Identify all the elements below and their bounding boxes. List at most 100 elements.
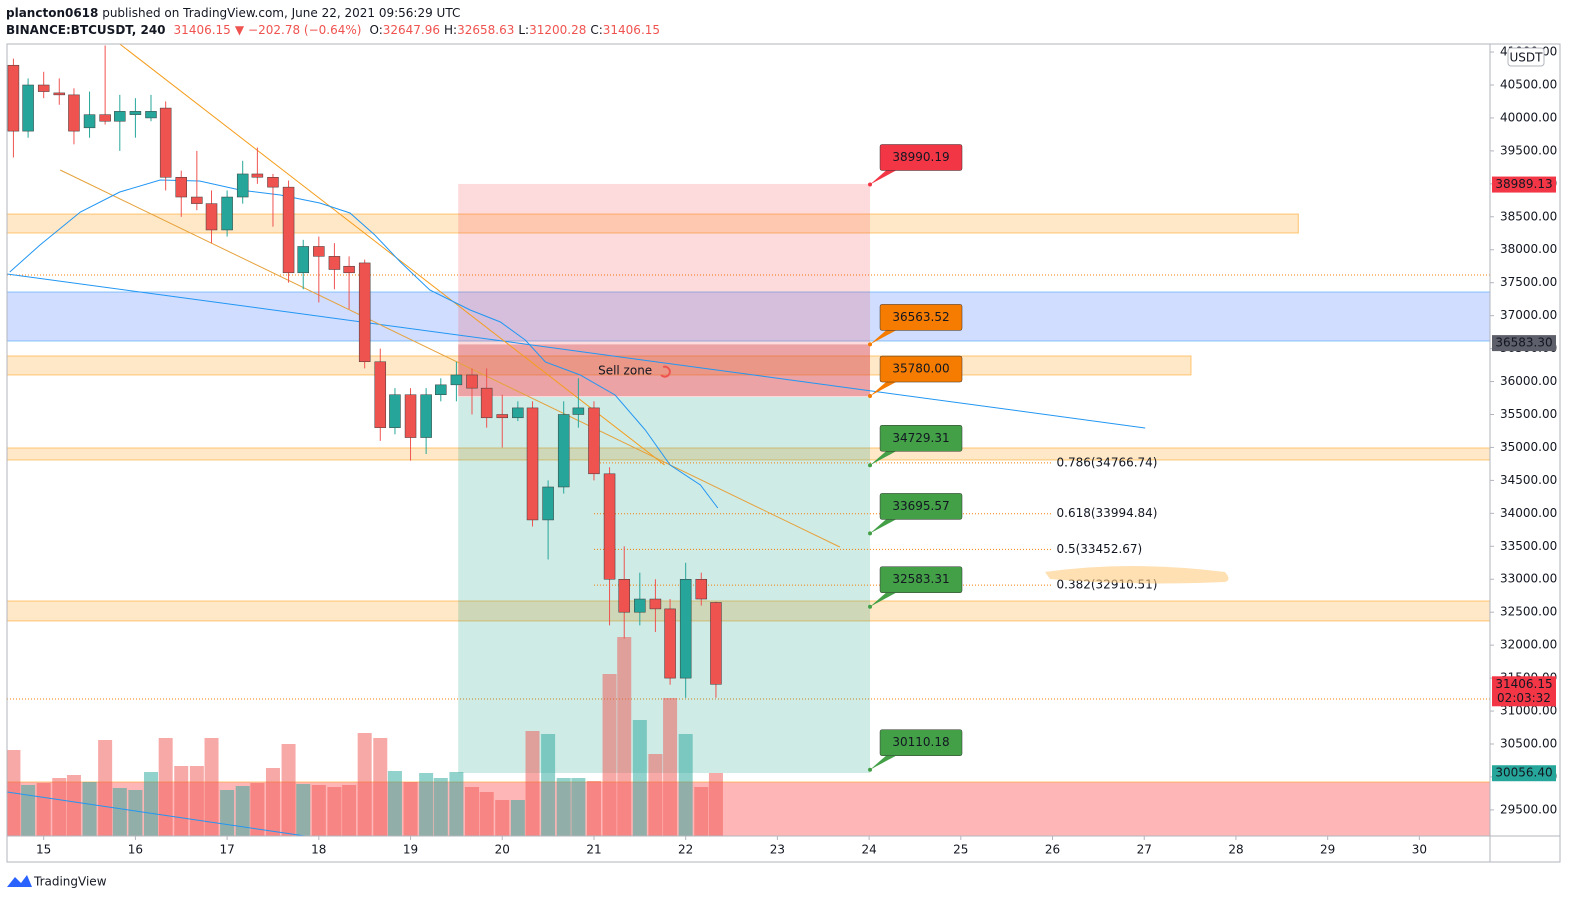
y-tick-label: 29500.00	[1500, 802, 1557, 816]
last-price: 31406.15	[174, 23, 231, 37]
candle-body	[404, 394, 417, 438]
logo: TradingView	[7, 875, 107, 889]
x-tick-label: 16	[128, 843, 143, 857]
stop-area	[458, 183, 871, 397]
callout-box	[879, 355, 963, 383]
callout-label: 34729.31	[892, 431, 949, 445]
callout-pointer	[870, 330, 897, 345]
fib-label: 0.5(33452.67)	[1057, 542, 1143, 556]
y-tick-label: 38500.00	[1500, 209, 1557, 223]
volume-bar	[143, 772, 158, 836]
candle-body	[7, 64, 20, 132]
volume-bar	[128, 790, 143, 836]
candle-body	[450, 374, 463, 386]
y-tick-label: 31000.00	[1500, 704, 1557, 718]
candle-body	[205, 203, 218, 231]
candle-body	[496, 414, 509, 419]
ohlc-value: 32647.96	[383, 23, 440, 37]
candle-body	[420, 394, 432, 438]
candle-body	[603, 473, 616, 580]
candle-body	[480, 387, 493, 419]
volume-bar	[602, 674, 617, 836]
callout-pointer	[870, 451, 897, 466]
x-tick-label: 18	[311, 843, 326, 857]
callout-anchor	[868, 767, 873, 772]
ohlc-label: L:	[518, 23, 529, 37]
x-tick-label: 30	[1412, 843, 1427, 857]
candle-body	[588, 407, 600, 475]
candle-body	[68, 94, 80, 132]
candle-body	[267, 177, 279, 188]
candle-body	[679, 578, 692, 679]
logo-icon	[7, 875, 32, 887]
x-tick-label: 26	[1045, 843, 1060, 857]
y-tick-label: 34500.00	[1500, 473, 1557, 487]
x-tick-label: 19	[403, 843, 418, 857]
candle-body	[37, 84, 50, 92]
x-tick-label: 17	[219, 843, 234, 857]
volume-bar	[82, 782, 97, 836]
y-tick-label: 40000.00	[1500, 110, 1557, 124]
candle-body	[145, 111, 157, 119]
zone	[7, 447, 1490, 461]
x-tick-label: 25	[953, 843, 968, 857]
volume-bar	[495, 800, 510, 836]
price-tag-label: 36583.30	[1495, 336, 1552, 350]
candle-body	[282, 186, 295, 274]
candle-body	[358, 262, 371, 363]
x-tick-label: 23	[770, 843, 785, 857]
candle-body	[53, 92, 66, 96]
volume-bar	[694, 787, 709, 836]
callout-box	[879, 493, 963, 520]
change: −202.78 (−0.64%)	[248, 23, 361, 37]
volume-bar	[250, 783, 265, 836]
ohlc-value: 31406.15	[603, 23, 660, 37]
candle-body	[297, 246, 309, 274]
x-tick-label: 29	[1320, 843, 1335, 857]
callout-anchor	[868, 604, 873, 609]
candle-body	[129, 111, 142, 115]
callout-label: 35780.00	[892, 362, 949, 376]
overlays: 38990.19 36563.52 35780.00 34729.31 33695.57…	[868, 47, 1556, 782]
unit-box	[1507, 47, 1545, 67]
y-tick-label: 38000.00	[1500, 242, 1557, 256]
price-tag-label: 38989.13	[1495, 177, 1552, 191]
trendline	[119, 44, 665, 466]
ohlc-value: 31200.28	[529, 23, 586, 37]
x-tick-label: 21	[586, 843, 601, 857]
volume-bar	[617, 637, 632, 836]
candle-body	[526, 407, 539, 521]
volume-bar	[419, 773, 434, 836]
callout-anchor	[868, 342, 873, 347]
callout-label: 33695.57	[892, 499, 949, 513]
price-tag	[1492, 176, 1556, 193]
trendline	[7, 273, 1146, 429]
callout-pointer	[870, 382, 897, 397]
candle-body	[695, 578, 708, 600]
x-tick-label: 22	[678, 843, 693, 857]
candle-body	[83, 114, 96, 129]
y-tick-label: 34000.00	[1500, 506, 1557, 520]
candle-body	[557, 414, 570, 488]
volume-bar	[281, 744, 296, 836]
candle-body	[542, 486, 554, 521]
callout-pointer	[870, 592, 897, 607]
arrow: ▼	[235, 23, 245, 37]
candle-body	[328, 256, 341, 270]
callout-anchor	[868, 182, 873, 187]
trendline	[7, 791, 306, 836]
symbol: BINANCE:BTCUSDT, 240	[6, 23, 166, 37]
x-tick-label: 28	[1228, 843, 1243, 857]
volume-bar	[678, 734, 693, 836]
callout-box	[879, 566, 963, 593]
candle-body	[374, 361, 387, 428]
callout-pointer	[870, 755, 897, 770]
x-tick-label: 15	[36, 843, 51, 857]
callout-pointer	[870, 519, 897, 534]
zone	[7, 213, 1299, 234]
volume-bar	[112, 788, 127, 836]
callout-box	[879, 144, 963, 171]
fib-label: 0.618(33994.84)	[1057, 506, 1158, 520]
candle-body	[313, 246, 325, 257]
callout-box	[879, 729, 963, 756]
